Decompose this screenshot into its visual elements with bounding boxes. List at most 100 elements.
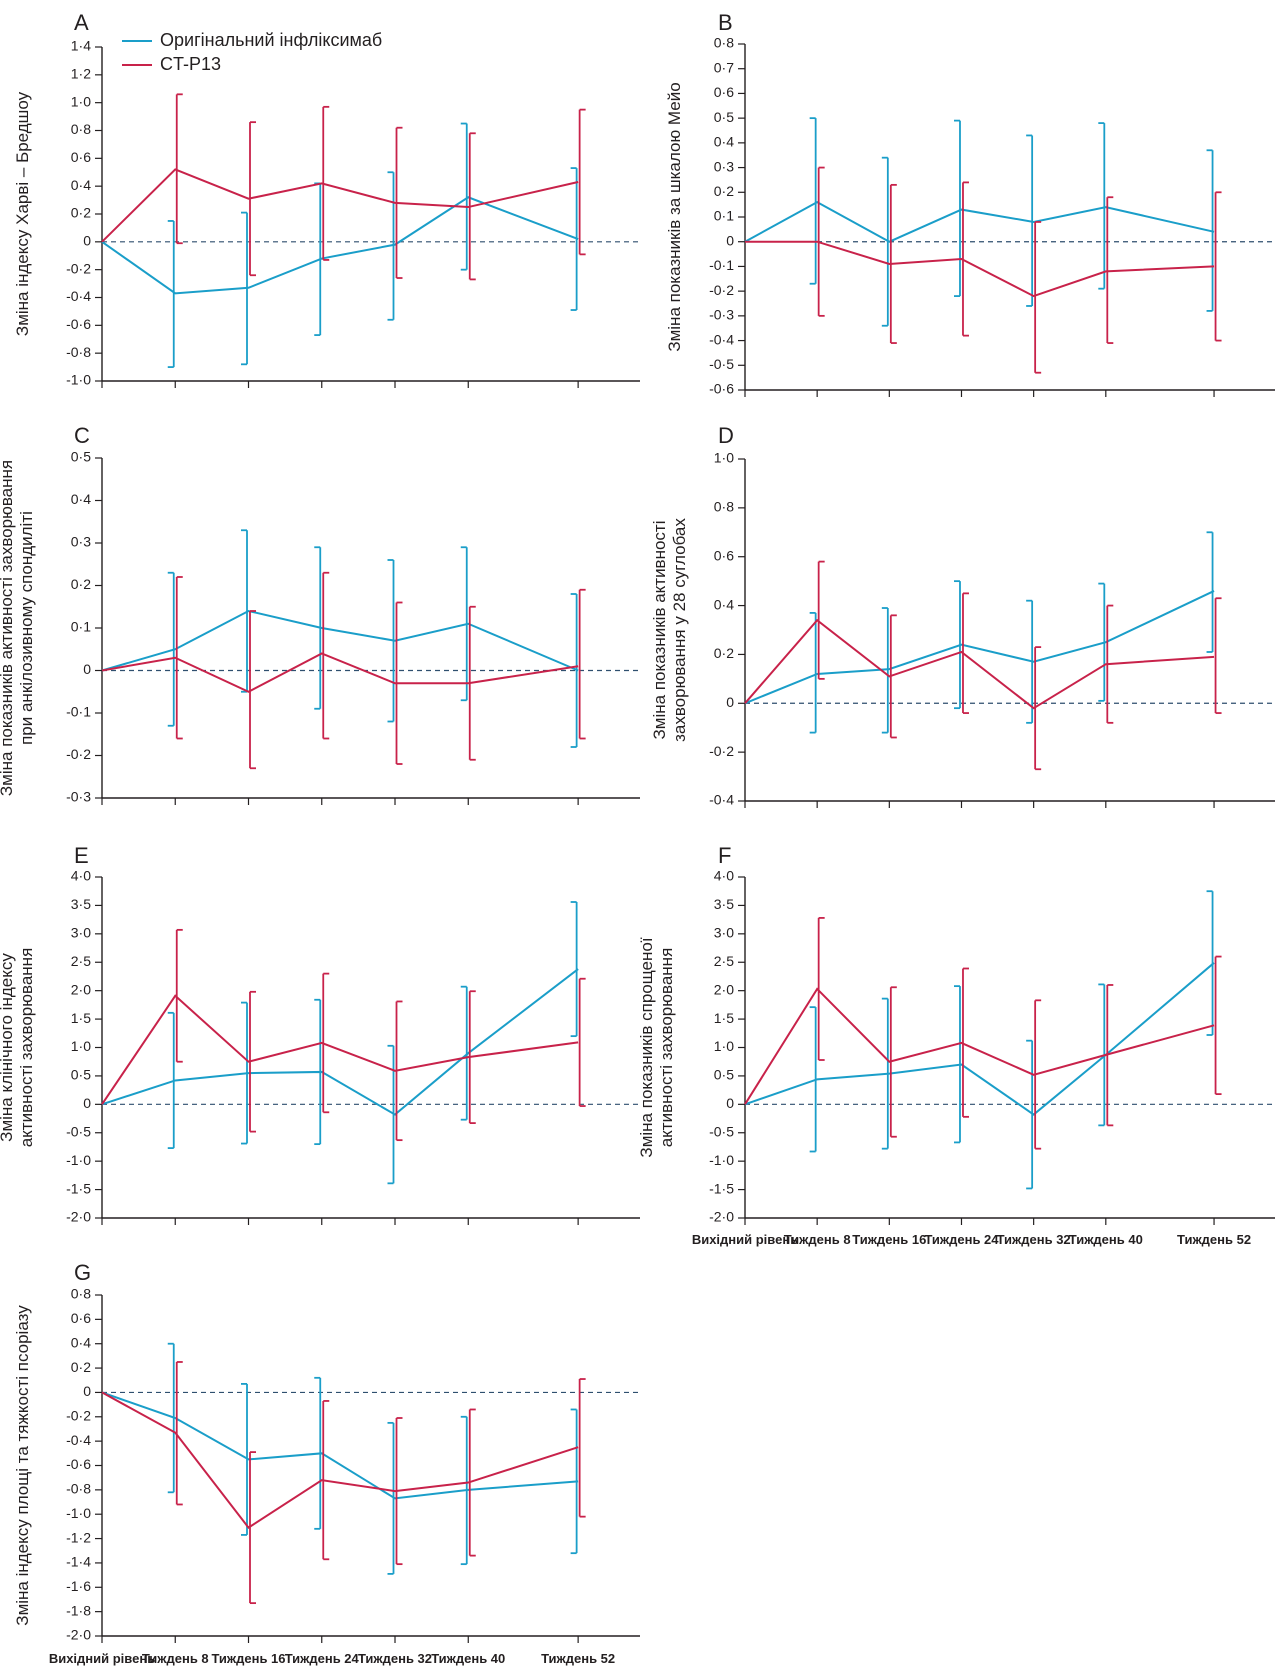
y-tick-label: 0·8 [71,1286,91,1302]
y-tick-label: 0·6 [714,84,734,100]
y-axis-label: Зміна показників за шкалою Мейо [665,82,684,351]
y-tick-label: -0·4 [709,331,734,347]
y-tick-label: -2·0 [709,1209,734,1225]
y-tick-label: -1·5 [709,1180,734,1196]
series-line [101,609,579,672]
y-tick-label: -0·2 [66,746,91,762]
series-ct-p13 [101,571,586,770]
y-tick-label: -0·4 [66,1432,91,1448]
y-tick-label: 4·0 [714,868,734,884]
y-tick-label: 0·8 [714,35,734,51]
panel-a: A -1·0 -0·8 -0·6 -0·4 -0·2 0 0·2 0·4 0·6 0·8 1·0 1·2… [13,10,640,388]
y-tick-label: -0·4 [709,792,734,808]
y-tick-label: 0·4 [71,1334,91,1350]
x-tick-label: Тиждень 16 [211,1651,285,1666]
y-axis-label: Зміна показників спрощеноїактивності зах… [637,937,676,1157]
series-ct-p13 [101,928,586,1142]
x-tick-label: Вихідний рівень [692,1232,798,1247]
y-tick-label: -0·2 [66,260,91,276]
series-ct-p13 [745,166,1222,374]
y-tick-label: 0·1 [71,619,91,635]
y-tick-label: 0·4 [714,134,734,150]
y-tick-label: 1·2 [71,66,91,82]
series-original [101,122,579,368]
y-tick-label: -1·4 [66,1554,91,1570]
y-tick-label: 0 [83,233,91,249]
panel-letter: G [74,1260,91,1285]
series-original [744,890,1215,1190]
x-tick-label: Тиждень 8 [784,1232,851,1247]
y-tick-label: -0·5 [709,1123,734,1139]
y-tick-label: 0·6 [714,547,734,563]
series-original [744,117,1215,327]
y-tick-label: -1·0 [66,372,91,388]
y-tick-label: 0 [83,661,91,677]
legend: Оригінальний інфліксимаб CT-P13 [122,30,382,74]
y-tick-label: 1·0 [71,1038,91,1054]
panel-e: E -2·0 -1·5 -1·0 -0·5 0 0·5 1·0 1·5 2·0 2·5 3·0 3·5 4… [0,843,640,1225]
y-tick-label: 0·8 [714,499,734,515]
y-tick-label: -0·5 [709,356,734,372]
y-tick-label: 2·5 [71,953,91,969]
y-axis-label: Зміна індексу площі та тяжкості псоріазу [13,1305,32,1626]
y-tick-label: -1·2 [66,1529,91,1545]
series-line [101,968,579,1116]
y-tick-label: 0·7 [714,59,734,75]
y-tick-label: -0·6 [66,1456,91,1472]
x-tick-label: Тиждень 24 [285,1651,360,1666]
panel-letter: C [74,423,90,448]
y-tick-label: -0·3 [66,789,91,805]
panel-g: G -2·0 -1·8 -1·6 -1·4 -1·2 -1·0 -0·8 -0·6 -0·4 -0·… [13,1260,640,1666]
y-tick-label: -2·0 [66,1209,91,1225]
y-tick-label: -0·8 [66,344,91,360]
series-ct-p13 [101,93,586,281]
x-tick-label: Тиждень 16 [852,1232,926,1247]
y-tick-label: 1·0 [714,1038,734,1054]
legend-label-ct-p13: CT-P13 [160,54,221,74]
panel-letter: E [74,843,89,868]
panel-letter: D [718,423,734,448]
y-tick-label: 0 [83,1383,91,1399]
y-tick-label: 3·0 [71,925,91,941]
y-tick-label: 0·3 [714,158,734,174]
series-ct-p13 [101,1361,586,1605]
series-ct-p13 [744,560,1222,771]
x-tick-label: Тиждень 40 [1069,1232,1143,1247]
y-tick-label: 0·4 [71,177,91,193]
panel-letter: A [74,10,89,35]
y-tick-label: 0·4 [714,596,734,612]
y-tick-label: -0·1 [66,704,91,720]
y-axis-label: Зміна показників активностізахворювання … [650,518,689,742]
series-original [101,1342,579,1575]
y-tick-label: 3·5 [714,896,734,912]
y-tick-label: -0·1 [709,257,734,273]
y-tick-label: 3·0 [714,925,734,941]
y-tick-label: 0·8 [71,121,91,137]
y-tick-label: 0·3 [71,534,91,550]
y-tick-label: 0·5 [71,449,91,465]
x-tick-label: Тиждень 52 [1177,1232,1251,1247]
series-line [101,168,579,243]
y-tick-label: 2·0 [714,981,734,997]
x-tick-label: Тиждень 40 [431,1651,505,1666]
y-tick-label: 3·5 [71,896,91,912]
y-tick-label: -2·0 [66,1627,91,1643]
y-tick-label: 0·1 [714,208,734,224]
y-tick-label: -0·3 [709,307,734,323]
series-line [745,240,1215,298]
y-tick-label: 1·0 [714,450,734,466]
y-tick-label: 0·2 [714,183,734,199]
series-line [101,1391,579,1529]
panel-letter: B [718,10,733,35]
x-tick-label: Тиждень 24 [924,1232,999,1247]
y-tick-label: -0·2 [709,743,734,759]
panel-c: C -0·3 -0·2 -0·1 0 0·1 0·2 0·3 0·4 0·5 Зміна показ… [0,423,640,805]
series-original [101,529,579,748]
y-tick-label: -1·0 [709,1152,734,1168]
y-tick-label: 0·2 [714,645,734,661]
y-tick-label: 1·4 [71,38,91,54]
y-tick-label: 0·4 [71,491,91,507]
series-line [744,201,1215,243]
series-ct-p13 [744,917,1222,1150]
